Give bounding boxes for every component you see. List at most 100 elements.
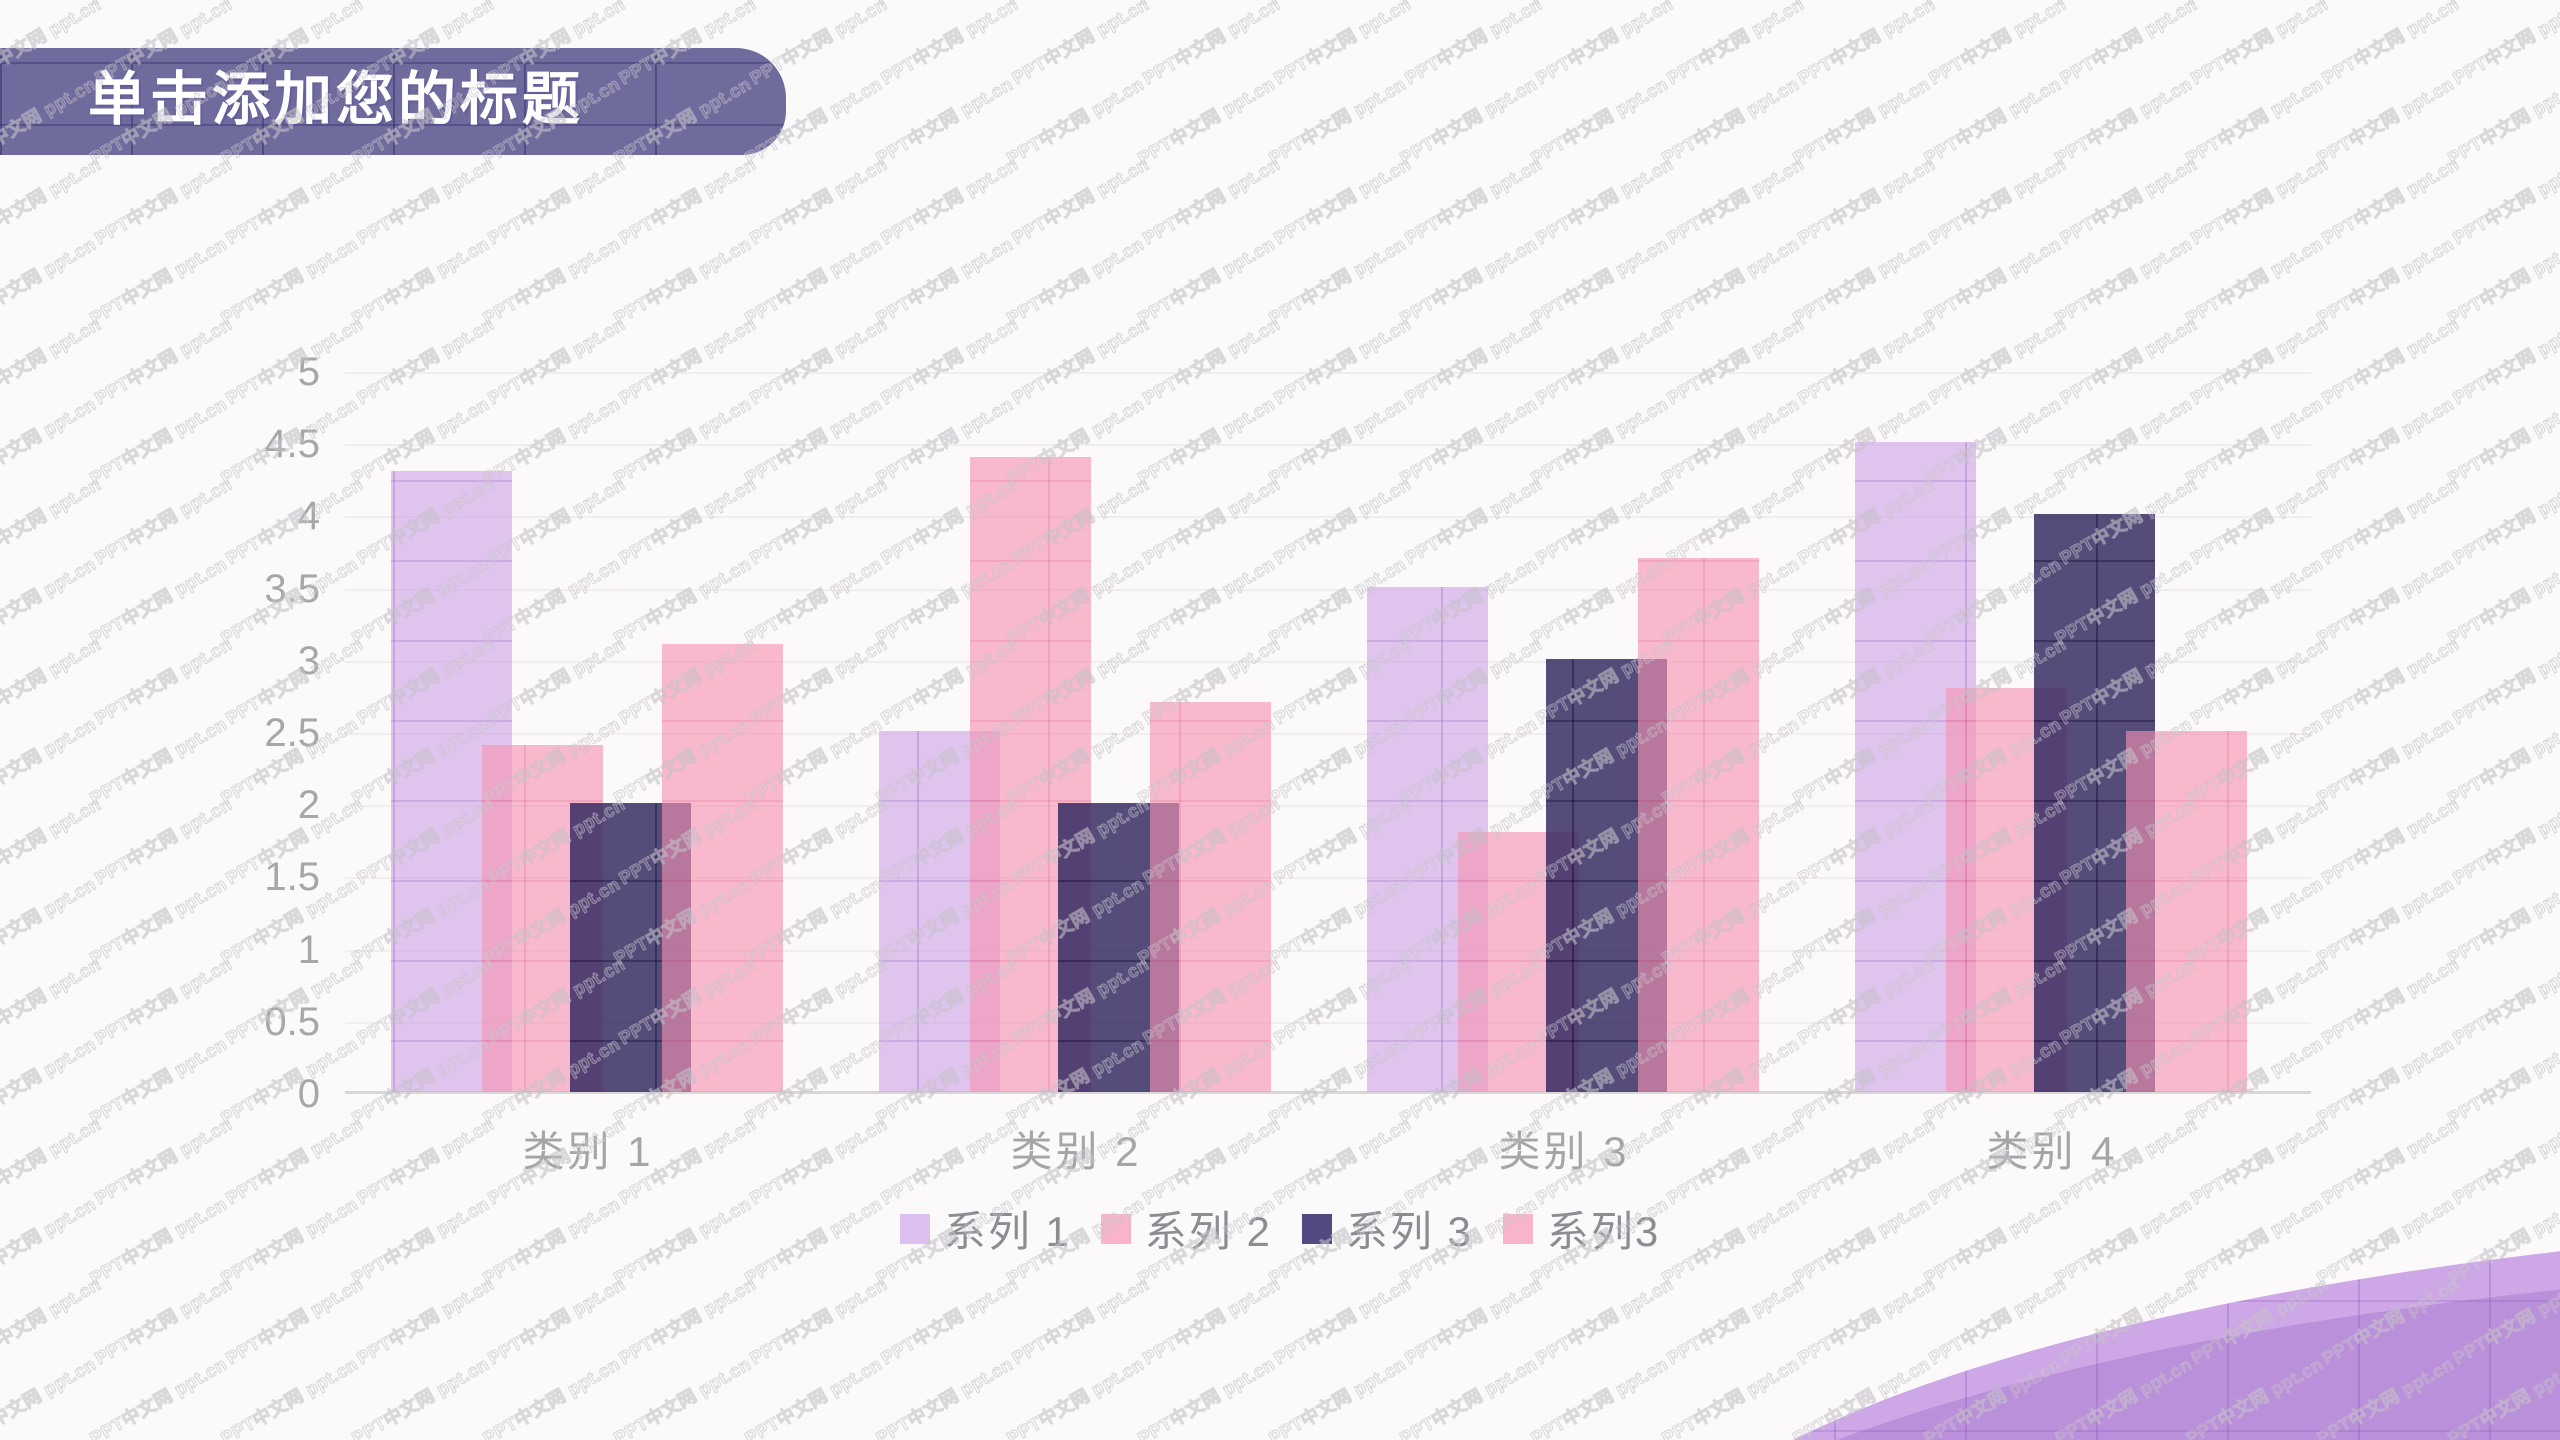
watermark-text: PPT中文网 ppt.cn (1008, 1273, 1153, 1369)
watermark-text: PPT中文网 ppt.cn (2182, 233, 2327, 329)
watermark-text: PPT中文网 ppt.cn (1008, 153, 1153, 249)
watermark-text: PPT中文网 ppt.cn (1270, 153, 1415, 249)
watermark-text: PPT中文网 ppt.cn (1265, 1353, 1410, 1440)
watermark-text: PPT中文网 ppt.cn (2187, 0, 2332, 89)
watermark-text: PPT中文网 ppt.cn (479, 1353, 624, 1440)
watermark-text: PPT中文网 ppt.cn (0, 233, 100, 329)
plot-area (345, 372, 2311, 1094)
gridline (345, 444, 2311, 446)
watermark-text: PPT中文网 ppt.cn (1265, 233, 1410, 329)
legend-swatch-icon (1502, 1213, 1533, 1244)
watermark-text: PPT中文网 ppt.cn (1657, 0, 1804, 10)
y-tick-label: 2 (297, 783, 320, 827)
watermark-text: PPT中文网 ppt.cn (1925, 153, 2070, 249)
watermark-text: PPT中文网 ppt.cn (85, 0, 232, 10)
y-tick-label: 3.5 (264, 567, 320, 611)
y-tick-label: 5 (297, 350, 320, 394)
watermark-text: PPT中文网 ppt.cn (877, 0, 1022, 89)
watermark-text: PPT中文网 ppt.cn (2187, 153, 2332, 249)
legend-item[interactable]: 系列 3 (1301, 1198, 1473, 1259)
watermark-text: PPT中文网 ppt.cn (877, 153, 1022, 249)
watermark-text: PPT中文网 ppt.cn (2313, 1033, 2458, 1129)
watermark-text: PPT中文网 ppt.cn (876, 1430, 1023, 1440)
gridline (345, 805, 2311, 807)
watermark-text: PPT中文网 ppt.cn (614, 1430, 761, 1440)
watermark-text: PPT中文网 ppt.cn (484, 153, 629, 249)
watermark-text: PPT中文网 ppt.cn (353, 1273, 498, 1369)
watermark-text: PPT中文网 ppt.cn (1663, 1273, 1808, 1369)
watermark-text: PPT中文网 ppt.cn (2444, 233, 2560, 329)
slide-title[interactable]: 单击添加您的标题 (88, 67, 585, 132)
watermark-text: PPT中文网 ppt.cn (610, 1353, 755, 1440)
watermark-text: PPT中文网 ppt.cn (1658, 1353, 1803, 1440)
watermark-text: PPT中文网 ppt.cn (2313, 713, 2458, 809)
watermark-text: PPT中文网 ppt.cn (1007, 1430, 1154, 1440)
watermark-text: PPT中文网 ppt.cn (1401, 1273, 1546, 1369)
watermark-text: PPT中文网 ppt.cn (222, 1113, 367, 1209)
watermark-text: PPT中文网 ppt.cn (2318, 1113, 2463, 1209)
bar-series4-cat1[interactable] (662, 644, 783, 1092)
category-label: 类别 1 (522, 1128, 654, 1175)
watermark-text: PPT中文网 ppt.cn (352, 1430, 499, 1440)
bar-series2-cat2[interactable] (970, 457, 1091, 1092)
legend-item[interactable]: 系列3 (1502, 1198, 1661, 1259)
watermark-text: PPT中文网 ppt.cn (1663, 153, 1808, 249)
watermark-text: PPT中文网 ppt.cn (2449, 313, 2560, 409)
watermark-text: PPT中文网 ppt.cn (1002, 0, 1149, 10)
watermark-text: PPT中文网 ppt.cn (1527, 233, 1672, 329)
watermark-text: PPT中文网 ppt.cn (2056, 0, 2201, 89)
watermark-text: PPT中文网 ppt.cn (0, 1430, 105, 1440)
bar-series4-cat2[interactable] (1150, 702, 1271, 1092)
watermark-text: PPT中文网 ppt.cn (746, 153, 891, 249)
watermark-text: PPT中文网 ppt.cn (91, 153, 236, 249)
watermark-text: PPT中文网 ppt.cn (2449, 0, 2560, 89)
gridline (345, 877, 2311, 879)
watermark-text: PPT中文网 ppt.cn (1532, 0, 1677, 89)
watermark-text: PPT中文网 ppt.cn (0, 1273, 105, 1369)
bar-series4-cat3[interactable] (1638, 558, 1759, 1092)
watermark-text: PPT中文网 ppt.cn (2444, 553, 2560, 649)
watermark-text: PPT中文网 ppt.cn (877, 1273, 1022, 1369)
watermark-text: PPT中文网 ppt.cn (2444, 1033, 2560, 1129)
gridline (345, 372, 2311, 374)
watermark-text: PPT中文网 ppt.cn (86, 233, 231, 329)
watermark-text: PPT中文网 ppt.cn (1270, 1273, 1415, 1369)
bar-series4-cat4[interactable] (2126, 731, 2247, 1092)
watermark-text: PPT中文网 ppt.cn (0, 313, 105, 409)
watermark-text: PPT中文网 ppt.cn (0, 873, 100, 969)
legend-item[interactable]: 系列 2 (1100, 1198, 1272, 1259)
legend-item[interactable]: 系列 1 (899, 1198, 1071, 1259)
y-tick-label: 4.5 (264, 422, 320, 466)
watermark-text: PPT中文网 ppt.cn (1134, 1353, 1279, 1440)
title-banner[interactable]: 单击添加您的标题 (0, 48, 786, 155)
watermark-text: PPT中文网 ppt.cn (478, 0, 625, 10)
y-tick-label: 2.5 (264, 711, 320, 755)
watermark-text: PPT中文网 ppt.cn (1919, 0, 2066, 10)
legend-label: 系列 3 (1345, 1208, 1473, 1255)
watermark-text: PPT中文网 ppt.cn (2313, 553, 2458, 649)
watermark-text: PPT中文网 ppt.cn (615, 1273, 760, 1369)
watermark-text: PPT中文网 ppt.cn (1527, 73, 1672, 169)
legend-label: 系列3 (1546, 1208, 1661, 1255)
watermark-text: PPT中文网 ppt.cn (2443, 0, 2560, 10)
watermark-text: PPT中文网 ppt.cn (1662, 1430, 1809, 1440)
category-label: 类别 4 (1986, 1128, 2118, 1175)
watermark-text: PPT中文网 ppt.cn (2313, 393, 2458, 489)
watermark-text: PPT中文网 ppt.cn (348, 233, 493, 329)
watermark-text: PPT中文网 ppt.cn (216, 0, 363, 10)
watermark-text: PPT中文网 ppt.cn (1658, 73, 1803, 169)
watermark-text: PPT中文网 ppt.cn (872, 233, 1017, 329)
legend-swatch-icon (899, 1213, 930, 1244)
watermark-text: PPT中文网 ppt.cn (2056, 153, 2201, 249)
watermark-text: PPT中文网 ppt.cn (2318, 153, 2463, 249)
watermark-text: PPT中文网 ppt.cn (0, 1113, 105, 1209)
gridline (345, 733, 2311, 735)
watermark-text: PPT中文网 ppt.cn (1138, 1430, 1285, 1440)
watermark-text: PPT中文网 ppt.cn (348, 1353, 493, 1440)
watermark-text: PPT中文网 ppt.cn (0, 473, 105, 569)
watermark-text: PPT中文网 ppt.cn (1134, 233, 1279, 329)
watermark-text: PPT中文网 ppt.cn (1789, 73, 1934, 169)
legend-label: 系列 2 (1144, 1208, 1272, 1255)
watermark-text: PPT中文网 ppt.cn (222, 153, 367, 249)
